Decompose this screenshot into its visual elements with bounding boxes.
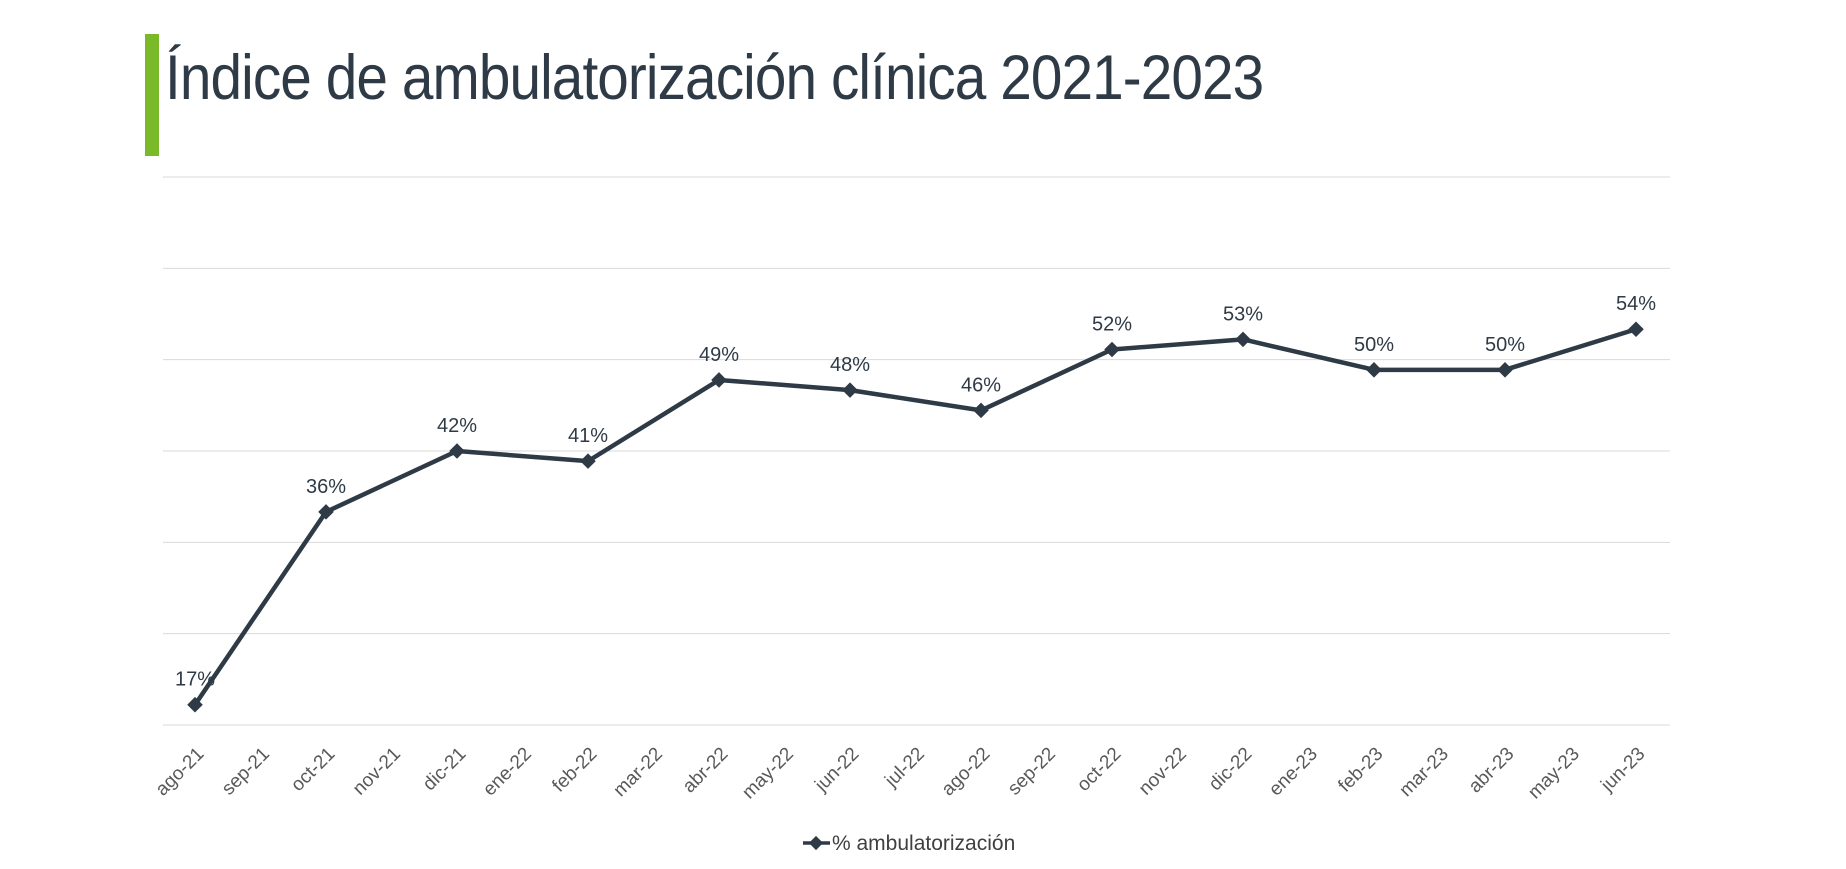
data-label: 41% — [568, 425, 608, 447]
data-label: 52% — [1092, 314, 1132, 336]
data-point-marker — [973, 402, 989, 419]
x-tick-label: nov-21 — [349, 744, 405, 800]
x-tick-label: jun-22 — [811, 744, 864, 797]
series-line — [193, 327, 1637, 706]
x-tick-label: mar-23 — [1396, 744, 1453, 801]
data-label: 42% — [437, 415, 477, 437]
data-label: 54% — [1616, 293, 1656, 315]
data-label: 46% — [961, 374, 1001, 396]
data-point-marker — [1628, 321, 1644, 338]
data-label: 53% — [1223, 303, 1263, 325]
x-tick-label: oct-22 — [1073, 744, 1125, 796]
x-axis-tick-labels: ago-21 sep-21 oct-21 nov-21 dic-21 ene-22 feb-… — [152, 744, 1650, 804]
x-tick-label: dic-21 — [419, 744, 470, 795]
data-label: 36% — [306, 476, 346, 498]
x-tick-label: may-23 — [1524, 744, 1584, 804]
x-tick-label: feb-23 — [1334, 744, 1387, 797]
x-tick-label: ene-22 — [479, 744, 536, 801]
x-tick-label: abr-23 — [1465, 744, 1519, 798]
x-tick-label: sep-22 — [1004, 744, 1060, 800]
legend-diamond-marker — [808, 835, 824, 851]
data-label: 17% — [175, 669, 215, 691]
data-point-marker — [1235, 331, 1251, 348]
data-point-marker — [842, 382, 858, 398]
x-tick-label: ago-22 — [938, 744, 995, 801]
data-point-marker — [1497, 362, 1513, 378]
x-tick-label: nov-22 — [1135, 744, 1191, 800]
data-point-marker — [187, 696, 203, 713]
x-tick-label: mar-22 — [610, 744, 667, 801]
legend-label: % ambulatorización — [832, 832, 1015, 855]
data-label: 49% — [699, 344, 739, 366]
data-label: 48% — [830, 354, 870, 376]
x-tick-label: oct-21 — [287, 744, 339, 796]
x-tick-label: may-22 — [738, 744, 798, 804]
x-tick-label: jul-22 — [881, 744, 929, 792]
x-tick-label: jun-23 — [1597, 744, 1650, 797]
x-tick-label: ago-21 — [152, 744, 209, 801]
data-label: 50% — [1485, 334, 1525, 356]
data-point-marker — [1104, 341, 1120, 358]
x-tick-label: abr-22 — [679, 744, 733, 798]
title-accent-bar — [145, 34, 159, 156]
x-tick-label: sep-21 — [218, 744, 274, 800]
chart-title: Índice de ambulatorización clínica 2021-… — [165, 43, 1264, 113]
series-ambulatorizacion: 17% 36% 42% 41% 49% 48% 46% 52% 53% 50% 50% 54% — [175, 293, 1656, 713]
x-tick-label: ene-23 — [1265, 744, 1322, 801]
data-point-marker — [449, 443, 465, 459]
data-label: 50% — [1354, 334, 1394, 356]
gridlines — [163, 176, 1670, 726]
x-tick-label: feb-22 — [548, 744, 601, 797]
x-tick-label: dic-22 — [1205, 744, 1256, 795]
data-point-marker — [1366, 362, 1382, 378]
legend: % ambulatorización — [803, 832, 1015, 855]
